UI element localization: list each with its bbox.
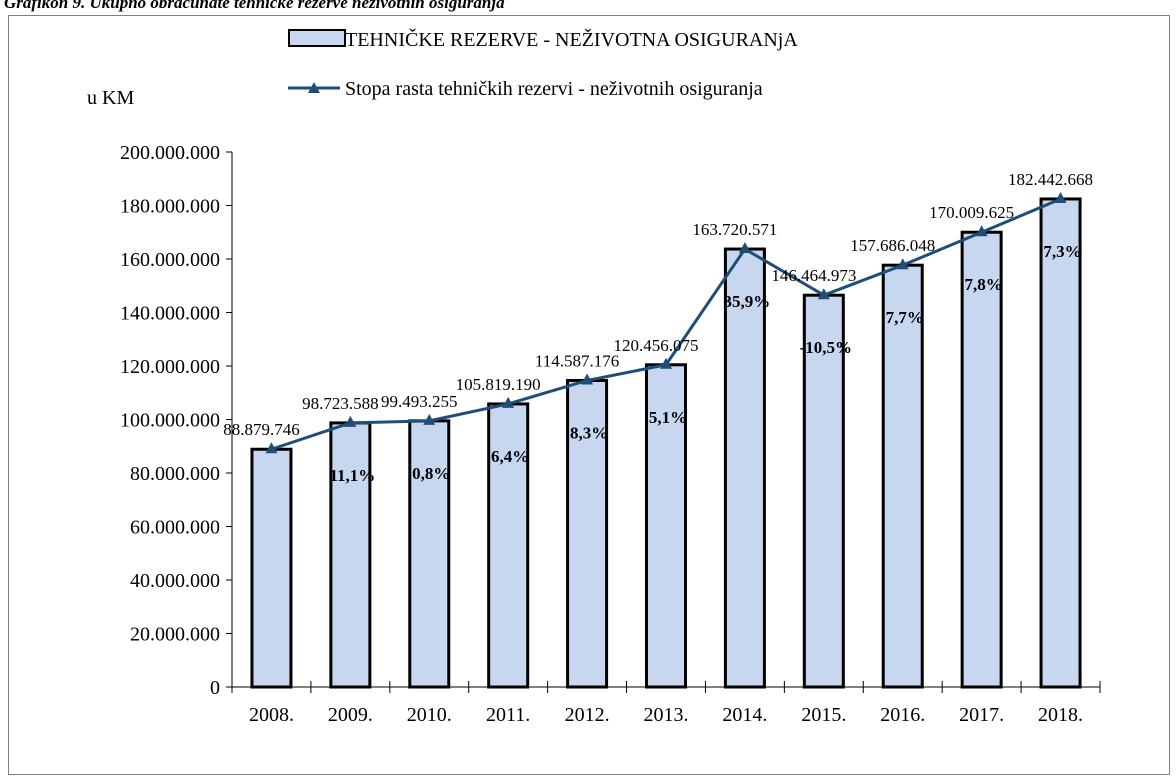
y-tick-label: 120.000.000 xyxy=(120,356,220,378)
growth-rate-label: 7,3% xyxy=(1043,242,1081,261)
legend-bar-label: TEHNIČKE REZERVE - NEŽIVOTNA OSIGURANjA xyxy=(345,27,798,51)
x-tick-label: 2018. xyxy=(1038,704,1083,726)
x-tick-label: 2008. xyxy=(249,704,294,726)
bar-value-label: 163.720.571 xyxy=(692,220,777,239)
bar-value-label: 114.587.176 xyxy=(535,351,619,370)
figure-caption: Grafikon 9. Ukupno obračunate tehničke r… xyxy=(4,0,505,12)
combo-chart: TEHNIČKE REZERVE - NEŽIVOTNA OSIGURANjA … xyxy=(87,27,1101,726)
y-tick-label: 200.000.000 xyxy=(120,142,220,164)
bar xyxy=(645,363,687,689)
growth-rate-label: 11,1% xyxy=(329,466,375,485)
bar xyxy=(408,419,451,689)
growth-rate-label: 0,8% xyxy=(412,464,450,483)
x-tick-label: 2017. xyxy=(959,704,1004,726)
chart-frame: TEHNIČKE REZERVE - NEŽIVOTNA OSIGURANjA … xyxy=(8,15,1170,775)
bar xyxy=(329,421,372,689)
legend-line-marker-icon xyxy=(308,82,320,93)
bar xyxy=(960,230,1003,689)
y-tick-label: 100.000.000 xyxy=(120,410,220,432)
bar-value-label: 98.723.588 xyxy=(302,394,379,413)
y-tick-label: 20.000.000 xyxy=(130,624,220,646)
bar xyxy=(881,263,924,689)
bar-value-label: 182.442.668 xyxy=(1008,170,1093,189)
bar xyxy=(487,402,530,689)
triangle-marker xyxy=(423,413,436,425)
triangle-marker xyxy=(896,258,909,270)
y-tick-label: 60.000.000 xyxy=(130,517,220,539)
axes: 0 20.000.000 40.000.000 60.000.000 80.000.00… xyxy=(120,142,1101,726)
growth-rate-label: -10,5% xyxy=(800,338,852,357)
legend: TEHNIČKE REZERVE - NEŽIVOTNA OSIGURANjA … xyxy=(288,27,798,100)
bar-value-label: 146.464.973 xyxy=(771,266,856,285)
x-tick-label: 2013. xyxy=(644,704,689,726)
growth-rate-label: 6,4% xyxy=(491,447,529,466)
line-series xyxy=(265,191,1067,454)
bar-value-label: 105.819.190 xyxy=(456,375,541,394)
growth-rate-label: 7,8% xyxy=(965,275,1003,294)
triangle-marker xyxy=(738,242,751,254)
bar-series xyxy=(250,197,1082,689)
growth-rate-label: 7,7% xyxy=(886,308,924,327)
y-tick-label: 0 xyxy=(210,677,220,699)
bar-value-label: 88.879.746 xyxy=(223,420,300,439)
x-tick-label: 2010. xyxy=(407,704,452,726)
x-tick-label: 2014. xyxy=(722,704,767,726)
triangle-marker xyxy=(581,373,594,385)
growth-rate-label: 8,3% xyxy=(570,423,608,442)
bar xyxy=(566,378,609,689)
triangle-marker xyxy=(1054,191,1067,203)
triangle-marker xyxy=(265,442,278,454)
y-tick-label: 40.000.000 xyxy=(130,570,220,592)
legend-bar-swatch xyxy=(288,29,346,47)
x-tick-label: 2012. xyxy=(565,704,610,726)
legend-line-label: Stopa rasta tehničkih rezervi - neživotn… xyxy=(345,78,763,100)
triangle-marker xyxy=(502,396,515,408)
triangle-marker xyxy=(817,288,830,300)
growth-rate-label: 5,1% xyxy=(649,408,687,427)
bar xyxy=(723,247,766,689)
bar xyxy=(250,447,293,689)
unit-label: u KM xyxy=(87,87,134,109)
growth-rate-label: 35,9% xyxy=(724,292,771,311)
bar-value-label: 170.009.625 xyxy=(929,203,1014,222)
triangle-marker xyxy=(344,415,357,427)
x-tick-label: 2009. xyxy=(328,704,373,726)
x-tick-label: 2016. xyxy=(880,704,925,726)
bar-value-label: 99.493.255 xyxy=(381,392,458,411)
x-tick-label: 2011. xyxy=(486,704,530,726)
triangle-marker xyxy=(660,357,672,369)
triangle-marker xyxy=(975,225,988,237)
bar xyxy=(1039,197,1082,689)
bar-value-label: 120.456.075 xyxy=(614,336,699,355)
y-tick-label: 180.000.000 xyxy=(120,196,220,218)
y-tick-label: 160.000.000 xyxy=(120,249,220,271)
bar-value-label: 157.686.048 xyxy=(850,236,935,255)
y-tick-label: 140.000.000 xyxy=(120,303,220,325)
x-tick-label: 2015. xyxy=(801,704,846,726)
y-tick-label: 80.000.000 xyxy=(130,463,220,485)
